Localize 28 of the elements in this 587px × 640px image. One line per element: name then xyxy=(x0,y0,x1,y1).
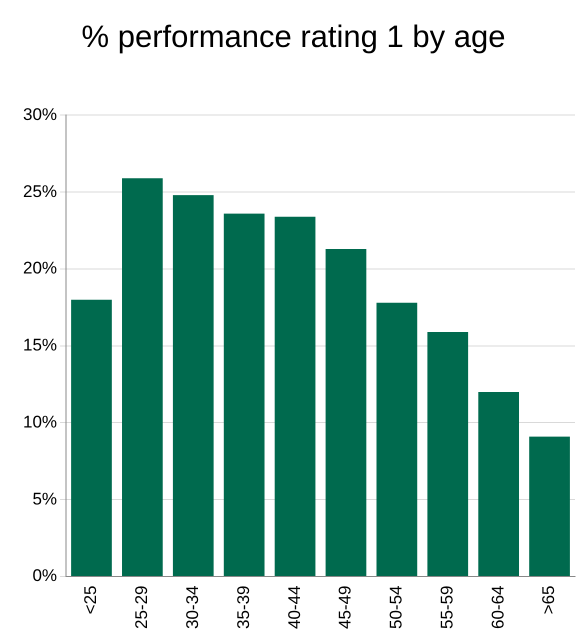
bar xyxy=(478,392,520,576)
bar xyxy=(224,214,265,576)
bar xyxy=(326,248,366,576)
x-tick-label: 50-54 xyxy=(386,586,406,630)
x-tick-label: 60-64 xyxy=(488,586,508,630)
chart-title: % performance rating 1 by age xyxy=(80,18,506,56)
bar xyxy=(376,302,418,576)
bar xyxy=(529,436,570,576)
y-tick-label: 0% xyxy=(32,566,58,586)
x-tick-label: 35-39 xyxy=(234,586,253,630)
x-tick-label: 55-59 xyxy=(437,586,456,630)
y-tick-label: 25% xyxy=(22,182,58,201)
x-tick-label: <25 xyxy=(81,586,100,614)
bar xyxy=(274,216,316,576)
y-tick-label: 30% xyxy=(22,104,58,124)
bar xyxy=(172,195,214,576)
y-tick-label: 20% xyxy=(22,258,58,278)
x-tick-label: 40-44 xyxy=(284,586,304,630)
y-tick-label: 5% xyxy=(32,489,58,508)
x-tick-label: >65 xyxy=(539,586,558,614)
x-tick-label: 25-29 xyxy=(132,586,152,630)
x-tick-label: 45-49 xyxy=(336,586,355,630)
y-tick-label: 15% xyxy=(22,336,58,355)
x-tick-label: 30-34 xyxy=(182,586,202,630)
y-tick-label: 10% xyxy=(22,412,58,432)
bar xyxy=(427,332,468,576)
bar xyxy=(71,300,112,576)
bar xyxy=(122,178,163,576)
